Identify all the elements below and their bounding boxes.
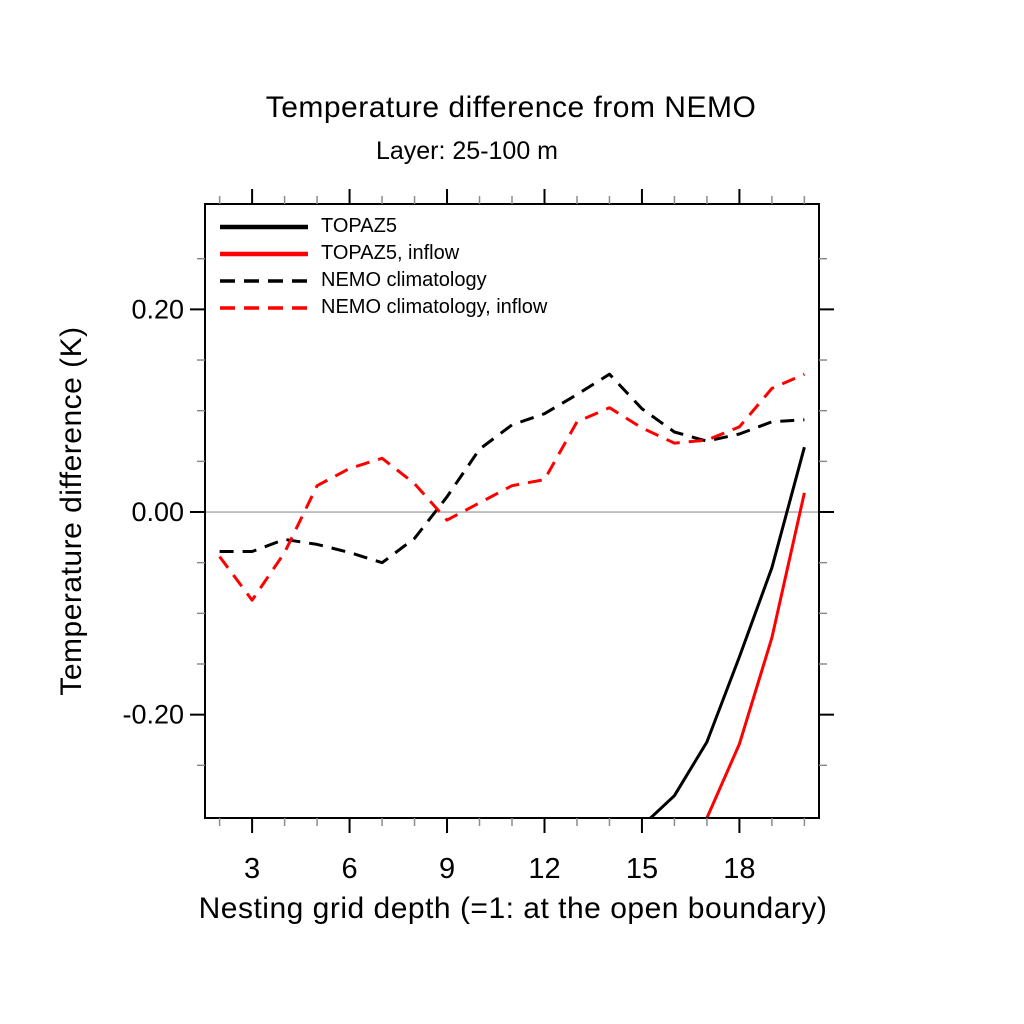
y-tick-label: 0.00 — [131, 497, 184, 527]
legend-label: TOPAZ5 — [321, 215, 397, 237]
x-tick-label: 3 — [244, 853, 260, 885]
x-tick-label: 9 — [439, 853, 455, 885]
chart-title: Temperature difference from NEMO — [265, 91, 757, 124]
legend-label: NEMO climatology — [321, 269, 487, 291]
legend-line-solid-red — [220, 251, 308, 256]
legend-line-dashed-red — [220, 305, 308, 310]
legend-item-nemo-climatology: NEMO climatology — [218, 267, 547, 294]
y-tick-label: 0.20 — [131, 294, 184, 324]
legend-item-topaz5: TOPAZ5 — [218, 213, 547, 240]
series-line-1 — [705, 492, 806, 818]
y-tick-label: -0.20 — [122, 700, 184, 730]
legend-line-dashed-black — [220, 278, 308, 283]
x-tick-label: 15 — [626, 853, 658, 885]
series-line-0 — [648, 446, 806, 818]
legend-item-nemo-climatology-inflow: NEMO climatology, inflow — [218, 294, 547, 321]
series-line-2 — [219, 372, 805, 565]
x-tick-label: 18 — [723, 853, 755, 885]
series-line-3 — [218, 372, 806, 602]
legend-label: NEMO climatology, inflow — [321, 296, 548, 318]
legend: TOPAZ5 TOPAZ5, inflow NEMO climatology N… — [218, 213, 547, 321]
x-tick-label: 12 — [528, 853, 560, 885]
x-axis-label: Nesting grid depth (=1: at the open boun… — [198, 892, 828, 925]
legend-item-topaz5-inflow: TOPAZ5, inflow — [218, 240, 547, 267]
chart-subtitle: Layer: 25-100 m — [375, 137, 559, 165]
legend-line-solid-black — [220, 224, 308, 229]
x-tick-label: 6 — [341, 853, 357, 885]
legend-label: TOPAZ5, inflow — [321, 242, 460, 264]
